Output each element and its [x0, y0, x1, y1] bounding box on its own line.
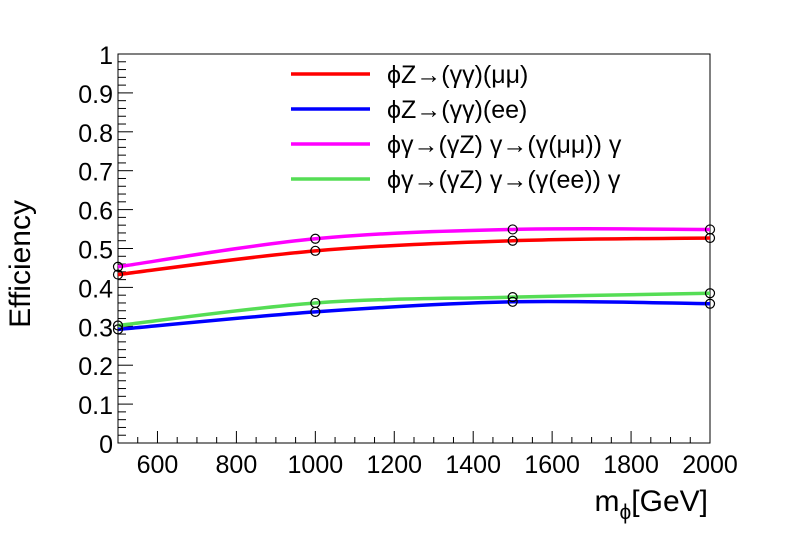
legend-label-2: ϕγ→(γZ) γ→(γ(μμ)) γ	[387, 131, 622, 159]
series-line-1	[117, 299, 711, 332]
y-tick-label: 0.3	[78, 314, 113, 342]
axis-ticks	[117, 53, 711, 444]
data-point-1-2	[507, 296, 518, 307]
x-axis-label-sub: ϕ	[620, 501, 632, 524]
x-tick-label: 800	[216, 451, 258, 479]
data-point-3-1	[310, 297, 321, 309]
legend-label-1: ϕZ→(γγ)(ee)	[387, 96, 527, 124]
x-tick-label: 1800	[603, 451, 659, 479]
data-point-3-2	[507, 292, 518, 303]
y-tick-label: 0.4	[78, 275, 113, 303]
x-tick-label: 2000	[682, 451, 738, 479]
data-point-2-1	[310, 233, 321, 244]
legend-label-0: ϕZ→(γγ)(μμ)	[387, 61, 528, 89]
y-axis-label: Efficiency	[4, 200, 37, 328]
x-tick-label: 600	[137, 451, 179, 479]
y-tick-label: 0.1	[78, 392, 113, 420]
y-tick-label: 0	[99, 431, 113, 459]
series-layer	[112, 224, 716, 335]
data-point-2-3	[704, 224, 716, 235]
x-tick-label: 1400	[445, 451, 501, 479]
y-tick-label: 0.8	[78, 120, 113, 148]
data-point-0-1	[310, 245, 321, 256]
legend: ϕZ→(γγ)(μμ) ϕZ→(γγ)(ee) ϕγ→(γZ) γ→(γ(μμ)) …	[291, 61, 622, 194]
x-tick-label: 1000	[288, 451, 344, 479]
series-line-3	[117, 291, 711, 328]
data-point-0-0	[112, 269, 124, 280]
data-point-3-0	[112, 320, 124, 331]
y-tick-label: 0.2	[78, 353, 113, 381]
legend-label-3: ϕγ→(γZ) γ→(γ(ee)) γ	[387, 166, 621, 194]
data-point-3-3	[704, 288, 716, 299]
data-point-1-3	[704, 298, 716, 309]
y-tick-label: 1	[99, 42, 113, 70]
x-axis-label-main: m	[595, 485, 620, 518]
x-tick-label: 1600	[524, 451, 580, 479]
x-axis-label: mϕ[GeV]	[595, 485, 708, 524]
data-point-2-2	[507, 224, 518, 235]
y-tick-label: 0.6	[78, 198, 113, 226]
y-tick-label: 0.5	[78, 237, 113, 265]
series-line-0	[117, 236, 711, 277]
y-tick-label: 0.7	[78, 159, 113, 187]
series-line-2	[117, 226, 711, 269]
data-point-1-0	[112, 324, 124, 335]
y-tick-label: 0.9	[78, 81, 113, 109]
data-point-2-0	[112, 261, 124, 272]
data-point-0-2	[507, 235, 518, 246]
x-axis-label-unit: [GeV]	[631, 485, 708, 518]
x-tick-label: 1200	[366, 451, 422, 479]
